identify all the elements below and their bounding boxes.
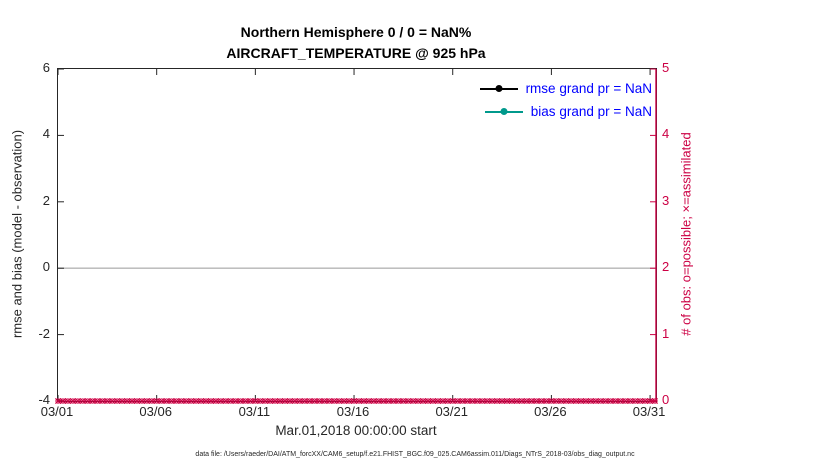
x-tick-label: 03/16 [336, 404, 370, 419]
rmse-line-sample [479, 85, 518, 92]
right-y-tick-label: 0 [662, 392, 670, 407]
plot-canvas [55, 68, 658, 404]
title-line-1: Northern Hemisphere 0 / 0 = NaN% [240, 24, 472, 40]
right-y-tick-label: 2 [662, 259, 670, 275]
chart-title: Northern Hemisphere 0 / 0 = NaN% AIRCRAF… [57, 22, 655, 64]
x-tick-label: 03/31 [632, 404, 666, 419]
rmse-marker-icon [495, 85, 503, 92]
bias-marker-icon [500, 108, 508, 115]
right-y-tick-label: 1 [662, 325, 670, 341]
x-tick-label: 03/26 [534, 404, 567, 419]
x-tick-label: 03/06 [139, 404, 172, 419]
legend: rmse grand pr = NaN bias grand pr = NaN [479, 77, 652, 123]
left-y-tick-label: -4 [38, 392, 50, 407]
legend-item-rmse: rmse grand pr = NaN [479, 77, 652, 100]
left-y-tick-label: 2 [42, 192, 50, 208]
left-y-tick-label: 0 [42, 259, 50, 275]
bias-line-sample [484, 108, 523, 115]
legend-item-bias: bias grand pr = NaN [480, 100, 652, 123]
left-y-tick-label: 6 [42, 60, 50, 75]
left-y-tick-label: -2 [38, 325, 50, 341]
legend-label-rmse: rmse grand pr = NaN [525, 81, 652, 96]
left-y-tick-label: 4 [42, 126, 50, 142]
data-file-caption: data file: /Users/raeder/DAI/ATM_forcXX/… [195, 451, 635, 458]
left-axis-label: rmse and bias (model - observation) [9, 129, 25, 339]
x-tick-label: 03/01 [40, 404, 74, 419]
x-tick-label: 03/11 [238, 404, 271, 419]
x-axis-label: Mar.01,2018 00:00:00 start [275, 423, 437, 438]
right-axis-label: # of obs: o=possible; ×=assimilated [678, 132, 694, 336]
legend-label-bias: bias grand pr = NaN [530, 104, 652, 119]
right-y-tick-label: 5 [662, 60, 670, 75]
plot-area: rmse grand pr = NaN bias grand pr = NaN [55, 68, 658, 404]
title-line-2: AIRCRAFT_TEMPERATURE @ 925 hPa [226, 45, 486, 61]
x-tick-label: 03/21 [435, 404, 468, 419]
right-y-tick-label: 3 [662, 192, 670, 208]
right-y-tick-label: 4 [662, 126, 670, 142]
